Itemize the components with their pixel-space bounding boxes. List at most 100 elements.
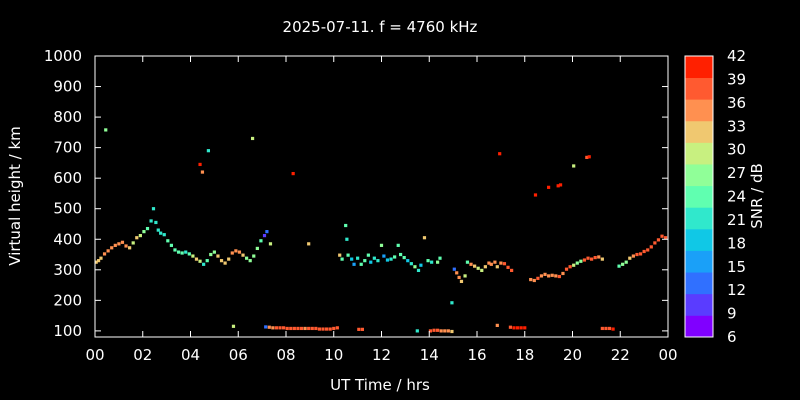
data-point xyxy=(117,242,121,246)
data-point xyxy=(558,183,563,187)
x-tick-label: 06 xyxy=(229,346,248,364)
data-point xyxy=(338,253,342,257)
data-point xyxy=(252,254,256,258)
data-point xyxy=(628,256,632,260)
data-point xyxy=(664,236,668,240)
x-axis: 00 02 04 06 08 10 12 14 16 18 20 22 00 xyxy=(85,56,678,364)
data-point xyxy=(340,257,344,261)
data-point xyxy=(557,274,561,279)
data-point xyxy=(483,265,487,269)
data-point xyxy=(259,239,263,243)
data-point xyxy=(299,326,304,331)
data-point xyxy=(267,325,271,329)
data-point xyxy=(124,244,128,248)
data-point xyxy=(317,327,322,331)
data-point xyxy=(543,272,547,276)
colorbar-band xyxy=(685,164,713,187)
data-point xyxy=(536,276,540,280)
y-tick-label: 700 xyxy=(53,139,82,157)
data-point xyxy=(135,236,139,240)
data-point xyxy=(406,259,410,263)
colorbar-tick-label: 24 xyxy=(727,188,746,206)
data-point xyxy=(102,252,107,256)
data-point xyxy=(653,241,657,245)
data-point xyxy=(282,326,286,330)
data-point xyxy=(554,274,558,278)
data-point xyxy=(120,240,125,244)
data-point xyxy=(96,259,101,263)
data-point xyxy=(292,326,296,331)
data-point xyxy=(415,329,419,333)
y-tick-label: 600 xyxy=(53,169,82,187)
data-point xyxy=(564,267,569,271)
data-point xyxy=(237,250,242,254)
data-point xyxy=(385,258,390,262)
colorbar-band xyxy=(685,56,713,79)
data-point xyxy=(446,329,450,333)
data-point xyxy=(198,162,202,167)
data-point xyxy=(376,259,380,263)
data-point xyxy=(159,231,163,235)
x-tick-label: 18 xyxy=(515,346,534,364)
colorbar-tick-label: 39 xyxy=(727,70,746,88)
data-point xyxy=(572,263,576,267)
data-point xyxy=(660,234,664,238)
data-point xyxy=(307,326,311,331)
data-point xyxy=(476,266,480,270)
data-point xyxy=(248,259,252,263)
data-point xyxy=(223,261,227,265)
data-point xyxy=(498,152,502,156)
data-point xyxy=(234,249,238,253)
data-point xyxy=(469,262,473,266)
data-point xyxy=(426,259,430,263)
data-point xyxy=(94,260,98,264)
data-point xyxy=(597,255,601,259)
data-point xyxy=(162,233,166,237)
data-point xyxy=(495,265,499,269)
data-point xyxy=(631,254,635,258)
data-point xyxy=(450,329,454,334)
data-point xyxy=(202,262,206,266)
data-point xyxy=(205,259,209,263)
data-point xyxy=(499,261,503,265)
colorbar-tick-label: 42 xyxy=(727,47,746,65)
colorbar-band xyxy=(685,272,713,295)
data-point xyxy=(621,262,625,266)
data-point xyxy=(438,256,442,260)
data-point xyxy=(194,257,199,261)
data-point xyxy=(268,242,273,246)
data-point xyxy=(607,326,612,331)
data-point xyxy=(169,243,173,247)
data-point xyxy=(321,327,325,331)
data-point xyxy=(510,268,514,273)
data-point xyxy=(533,193,538,197)
data-point xyxy=(346,253,350,257)
data-point xyxy=(166,239,170,243)
data-point xyxy=(436,260,440,264)
data-point xyxy=(335,326,339,330)
data-point xyxy=(539,274,544,278)
x-tick-label: 10 xyxy=(324,346,343,364)
data-point xyxy=(656,238,661,242)
data-point xyxy=(357,327,361,331)
data-point xyxy=(303,326,307,331)
data-point xyxy=(487,261,491,265)
data-point xyxy=(360,327,364,331)
data-point xyxy=(219,259,224,263)
colorbar-band xyxy=(685,228,713,251)
data-point xyxy=(131,241,135,245)
data-point xyxy=(480,268,484,273)
data-point xyxy=(506,265,510,269)
data-point xyxy=(550,273,554,277)
data-point xyxy=(104,128,108,132)
data-point xyxy=(473,264,477,268)
data-point xyxy=(443,329,447,333)
x-tick-label: 02 xyxy=(133,346,152,364)
colorbar-tick-label: 27 xyxy=(727,164,746,182)
data-point xyxy=(585,155,589,160)
data-point xyxy=(455,271,459,275)
colorbar-band xyxy=(685,185,713,208)
data-point xyxy=(515,326,520,330)
colorbar-tick-label: 6 xyxy=(727,328,737,346)
data-point xyxy=(271,326,275,330)
